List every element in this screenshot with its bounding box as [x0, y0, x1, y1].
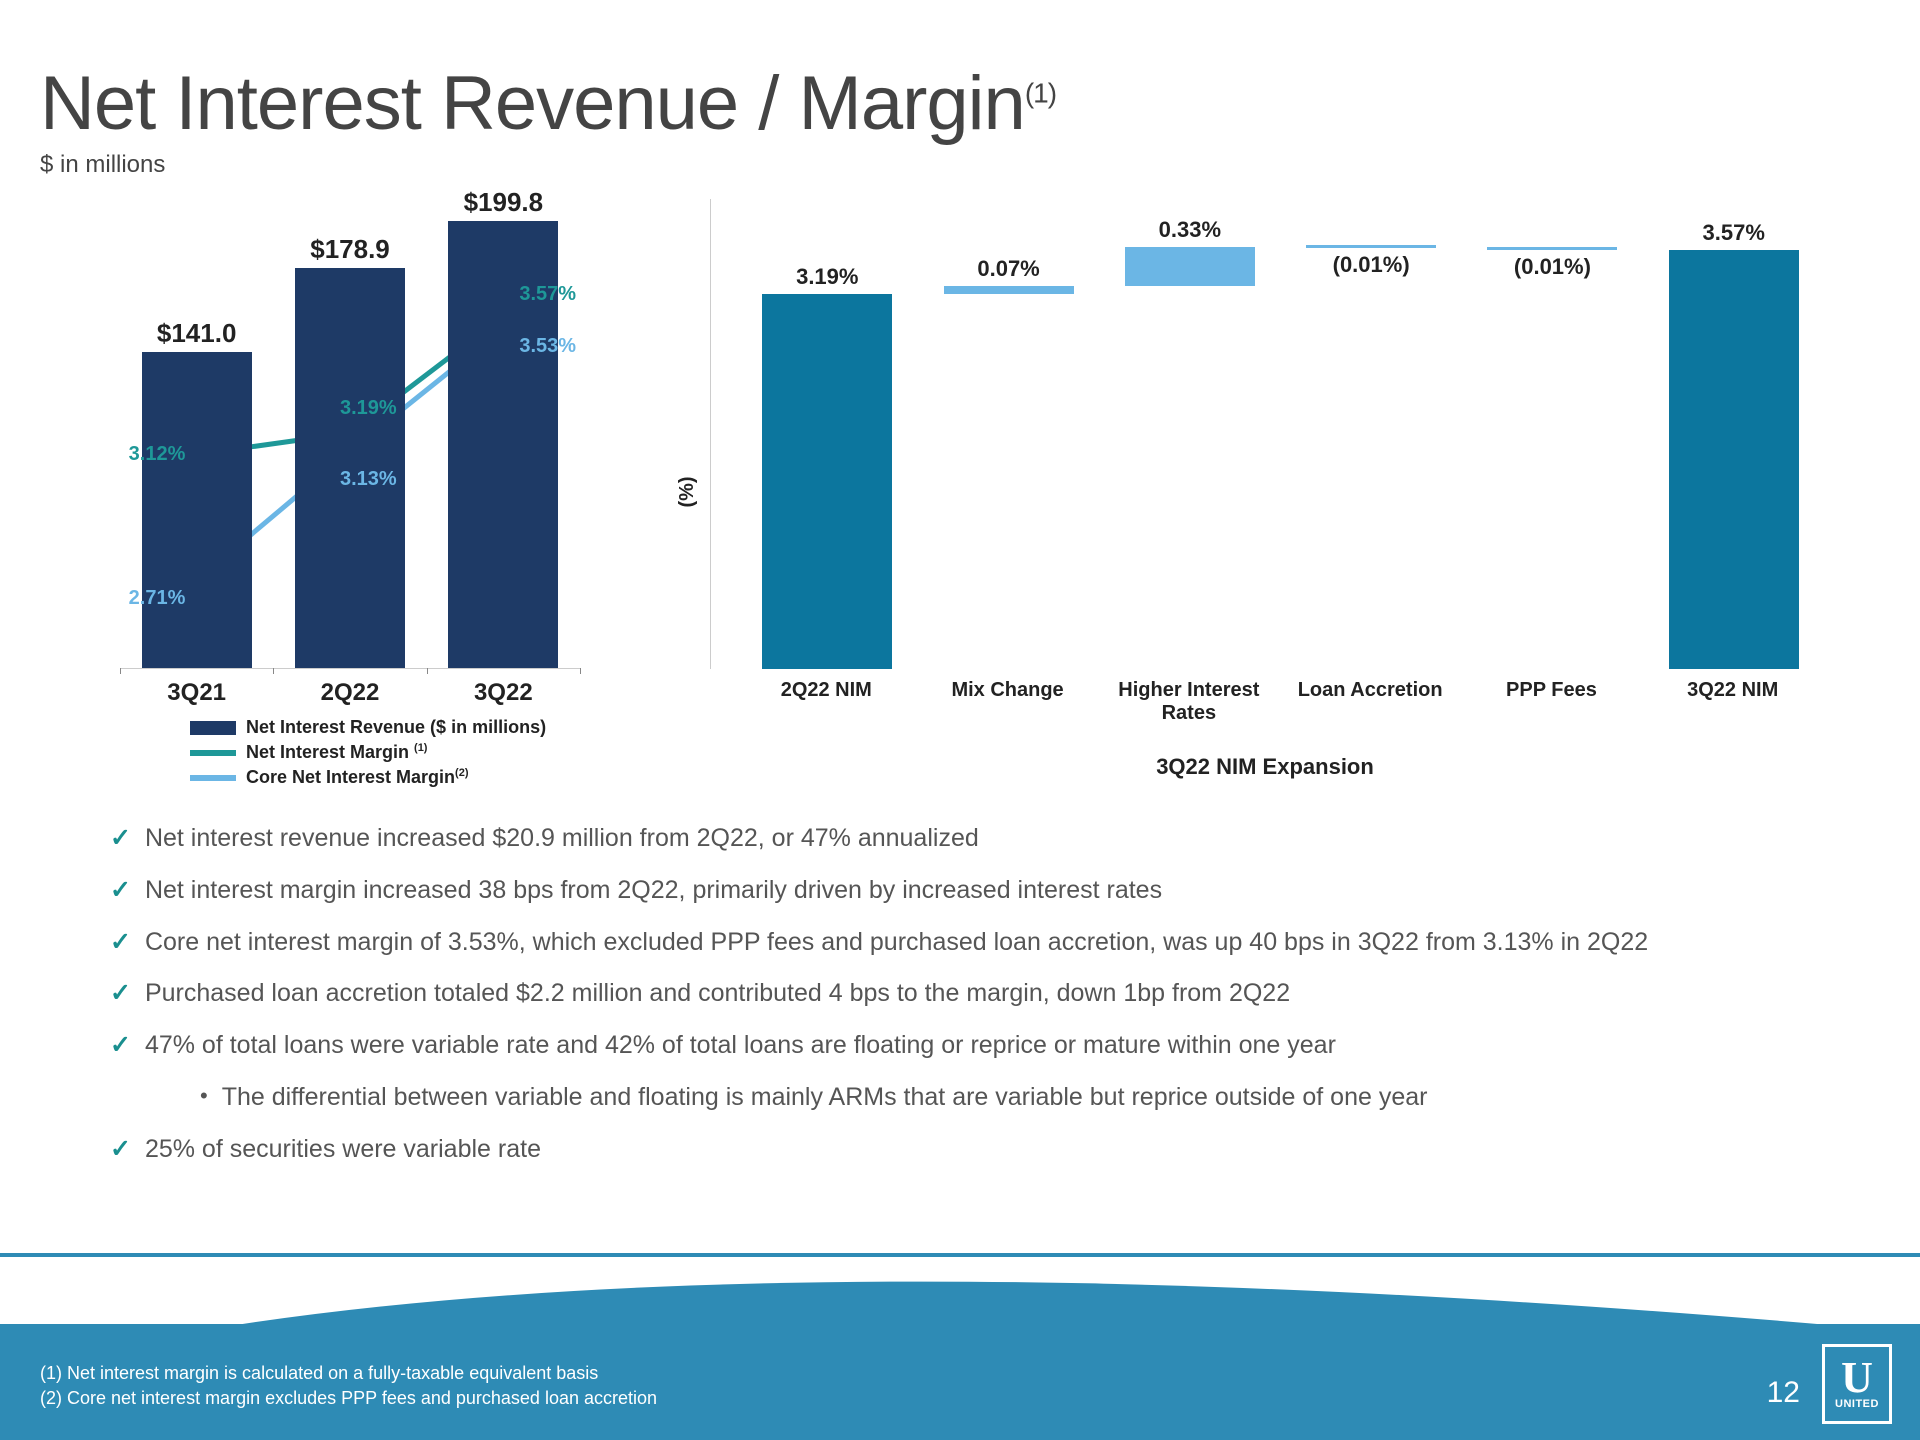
waterfall-bar: 3.19%: [762, 294, 892, 669]
line-point-label: 3.12%: [129, 443, 186, 466]
waterfall-x-label: PPP Fees: [1476, 679, 1626, 702]
waterfall-x-label: Loan Accretion: [1295, 679, 1445, 702]
bar: $141.0: [142, 352, 252, 668]
footnotes: (1) Net interest margin is calculated on…: [40, 1361, 657, 1410]
footnote: (2) Core net interest margin excludes PP…: [40, 1386, 657, 1410]
line-point-label: 2.71%: [129, 587, 186, 610]
waterfall-bar: 0.33%: [1125, 247, 1255, 286]
line-point-label: 3.19%: [340, 397, 397, 420]
bar-x-label: 2Q22: [321, 679, 380, 707]
waterfall-subtitle: 3Q22 NIM Expansion: [680, 754, 1850, 780]
waterfall-x-label: 3Q22 NIM: [1658, 679, 1808, 702]
line-point-label: 3.53%: [519, 335, 576, 358]
waterfall-bar: (0.01%): [1306, 245, 1436, 248]
waterfall-bar: 0.07%: [944, 286, 1074, 294]
legend-rev: Net Interest Revenue ($ in millions): [246, 717, 546, 738]
bullet-item: ✓Core net interest margin of 3.53%, whic…: [110, 926, 1840, 960]
waterfall-x-label: Higher Interest Rates: [1114, 679, 1264, 725]
line-point-label: 3.13%: [340, 468, 397, 491]
legend-nim: Net Interest Margin (1): [246, 742, 427, 763]
united-logo: U UNITED: [1822, 1344, 1892, 1424]
waterfall-bar: (0.01%): [1487, 247, 1617, 250]
bullet-item: ✓Purchased loan accretion totaled $2.2 m…: [110, 977, 1840, 1011]
footnote: (1) Net interest margin is calculated on…: [40, 1361, 657, 1385]
bar-chart: $141.0$178.9$199.83.12%3.19%3.57%2.71%3.…: [60, 189, 620, 794]
bar-x-label: 3Q22: [474, 679, 533, 707]
waterfall-y-label: (%): [676, 476, 699, 507]
waterfall-x-label: 2Q22 NIM: [751, 679, 901, 702]
check-icon: ✓: [110, 874, 131, 908]
bullet-item: ✓25% of securities were variable rate: [110, 1133, 1840, 1167]
line-point-label: 3.57%: [519, 283, 576, 306]
check-icon: ✓: [110, 926, 131, 960]
check-icon: ✓: [110, 1133, 131, 1167]
waterfall-bar: 3.57%: [1669, 250, 1799, 669]
check-icon: ✓: [110, 822, 131, 856]
page-title: Net Interest Revenue / Margin(1): [40, 60, 1880, 147]
subtitle: $ in millions: [40, 151, 1880, 179]
bullet-item: ✓Net interest margin increased 38 bps fr…: [110, 874, 1840, 908]
bar-x-label: 3Q21: [167, 679, 226, 707]
title-sup: (1): [1025, 78, 1056, 109]
bullet-item: ✓Net interest revenue increased $20.9 mi…: [110, 822, 1840, 856]
footer: (1) Net interest margin is calculated on…: [0, 1250, 1920, 1440]
bar-chart-legend: Net Interest Revenue ($ in millions) Net…: [190, 717, 546, 792]
waterfall-chart: (%) 3.19%0.07%0.33%(0.01%)(0.01%)3.57% 2…: [680, 189, 1850, 794]
bullet-item: ✓47% of total loans were variable rate a…: [110, 1029, 1840, 1063]
waterfall-x-label: Mix Change: [933, 679, 1083, 702]
sub-bullet-item: •The differential between variable and f…: [200, 1081, 1840, 1115]
page-number: 12: [1767, 1376, 1800, 1410]
legend-core: Core Net Interest Margin(2): [246, 767, 469, 788]
check-icon: ✓: [110, 1029, 131, 1063]
title-text: Net Interest Revenue / Margin: [40, 61, 1025, 146]
check-icon: ✓: [110, 977, 131, 1011]
bullet-list: ✓Net interest revenue increased $20.9 mi…: [40, 822, 1880, 1166]
